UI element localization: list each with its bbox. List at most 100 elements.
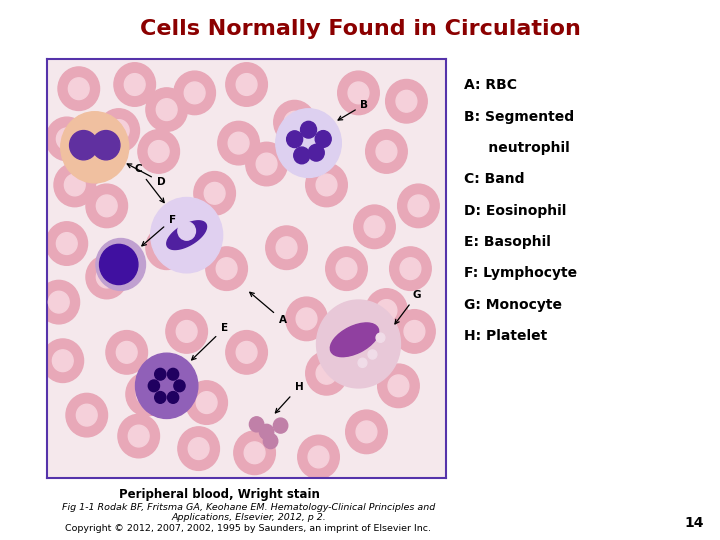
Circle shape — [155, 368, 166, 380]
Circle shape — [294, 147, 310, 164]
Circle shape — [128, 425, 149, 447]
Circle shape — [197, 392, 217, 414]
Circle shape — [58, 67, 99, 111]
Circle shape — [264, 434, 278, 449]
Circle shape — [394, 309, 435, 353]
Circle shape — [96, 239, 145, 291]
Circle shape — [397, 184, 439, 228]
Text: E: Basophil: E: Basophil — [464, 235, 552, 249]
Circle shape — [390, 247, 431, 291]
Circle shape — [99, 245, 138, 285]
Circle shape — [368, 350, 377, 359]
Circle shape — [408, 195, 429, 217]
Circle shape — [266, 226, 307, 269]
Circle shape — [178, 222, 195, 240]
Circle shape — [155, 392, 166, 403]
Circle shape — [376, 140, 397, 163]
Circle shape — [48, 291, 69, 313]
Text: C: C — [135, 164, 164, 202]
Text: Copyright © 2012, 2007, 2002, 1995 by Saunders, an imprint of Elsevier Inc.: Copyright © 2012, 2007, 2002, 1995 by Sa… — [66, 524, 431, 533]
Text: D: D — [127, 164, 166, 187]
Circle shape — [236, 341, 257, 363]
Text: 14: 14 — [685, 516, 704, 530]
Circle shape — [317, 300, 400, 388]
Circle shape — [256, 153, 277, 175]
Circle shape — [259, 424, 274, 440]
Circle shape — [138, 130, 179, 173]
Circle shape — [315, 131, 331, 147]
Circle shape — [358, 358, 367, 367]
Circle shape — [308, 144, 324, 161]
Circle shape — [86, 184, 127, 228]
Circle shape — [70, 131, 97, 160]
Ellipse shape — [330, 323, 379, 356]
Circle shape — [98, 109, 140, 152]
Circle shape — [66, 393, 107, 437]
Text: A: A — [250, 292, 287, 325]
Circle shape — [178, 427, 220, 470]
Text: Applications, Elsevier, 2012, p 2.: Applications, Elsevier, 2012, p 2. — [171, 513, 325, 522]
Circle shape — [336, 258, 357, 280]
Circle shape — [366, 130, 408, 173]
Circle shape — [176, 321, 197, 342]
Circle shape — [168, 368, 179, 380]
Circle shape — [404, 321, 425, 342]
Text: G: Monocyte: G: Monocyte — [464, 298, 562, 312]
Circle shape — [42, 339, 84, 382]
Text: E: E — [192, 323, 228, 360]
Circle shape — [376, 300, 397, 321]
Circle shape — [206, 247, 248, 291]
Circle shape — [186, 381, 228, 424]
Circle shape — [166, 309, 207, 353]
Text: A: RBC: A: RBC — [464, 78, 518, 92]
Circle shape — [306, 163, 347, 207]
Circle shape — [146, 88, 187, 131]
Circle shape — [92, 131, 120, 160]
Circle shape — [246, 142, 287, 186]
Circle shape — [96, 266, 117, 288]
Circle shape — [218, 122, 259, 165]
Circle shape — [148, 140, 169, 163]
Circle shape — [60, 112, 129, 183]
Circle shape — [274, 100, 315, 144]
Text: F: F — [142, 214, 176, 246]
Text: B: Segmented: B: Segmented — [464, 110, 575, 124]
Circle shape — [156, 237, 177, 259]
Circle shape — [53, 350, 73, 372]
Text: neutrophil: neutrophil — [464, 141, 570, 155]
Circle shape — [46, 117, 88, 161]
Circle shape — [348, 82, 369, 104]
Circle shape — [366, 289, 408, 332]
Text: F: Lymphocyte: F: Lymphocyte — [464, 266, 577, 280]
Text: B: B — [338, 99, 369, 120]
Circle shape — [76, 404, 97, 426]
Circle shape — [66, 142, 107, 186]
Circle shape — [286, 297, 328, 341]
Text: H: H — [275, 382, 303, 413]
Circle shape — [76, 153, 97, 175]
Text: C: Band: C: Band — [464, 172, 525, 186]
Circle shape — [56, 233, 77, 254]
Circle shape — [346, 410, 387, 454]
Text: Cells Normally Found in Circulation: Cells Normally Found in Circulation — [140, 19, 580, 39]
Circle shape — [396, 90, 417, 112]
Circle shape — [226, 63, 267, 106]
Circle shape — [188, 438, 209, 460]
Circle shape — [236, 73, 257, 96]
Circle shape — [298, 435, 339, 479]
Circle shape — [226, 330, 267, 374]
Circle shape — [400, 258, 420, 280]
Circle shape — [184, 82, 205, 104]
Circle shape — [106, 330, 148, 374]
Circle shape — [38, 280, 80, 324]
Text: H: Platelet: H: Platelet — [464, 329, 548, 343]
Circle shape — [156, 99, 177, 120]
Text: Peripheral blood, Wright stain: Peripheral blood, Wright stain — [120, 488, 320, 501]
Circle shape — [68, 78, 89, 99]
Circle shape — [296, 308, 317, 330]
Text: G: G — [395, 290, 421, 324]
Circle shape — [356, 421, 377, 443]
Circle shape — [118, 414, 160, 458]
Circle shape — [125, 73, 145, 96]
Circle shape — [364, 216, 385, 238]
